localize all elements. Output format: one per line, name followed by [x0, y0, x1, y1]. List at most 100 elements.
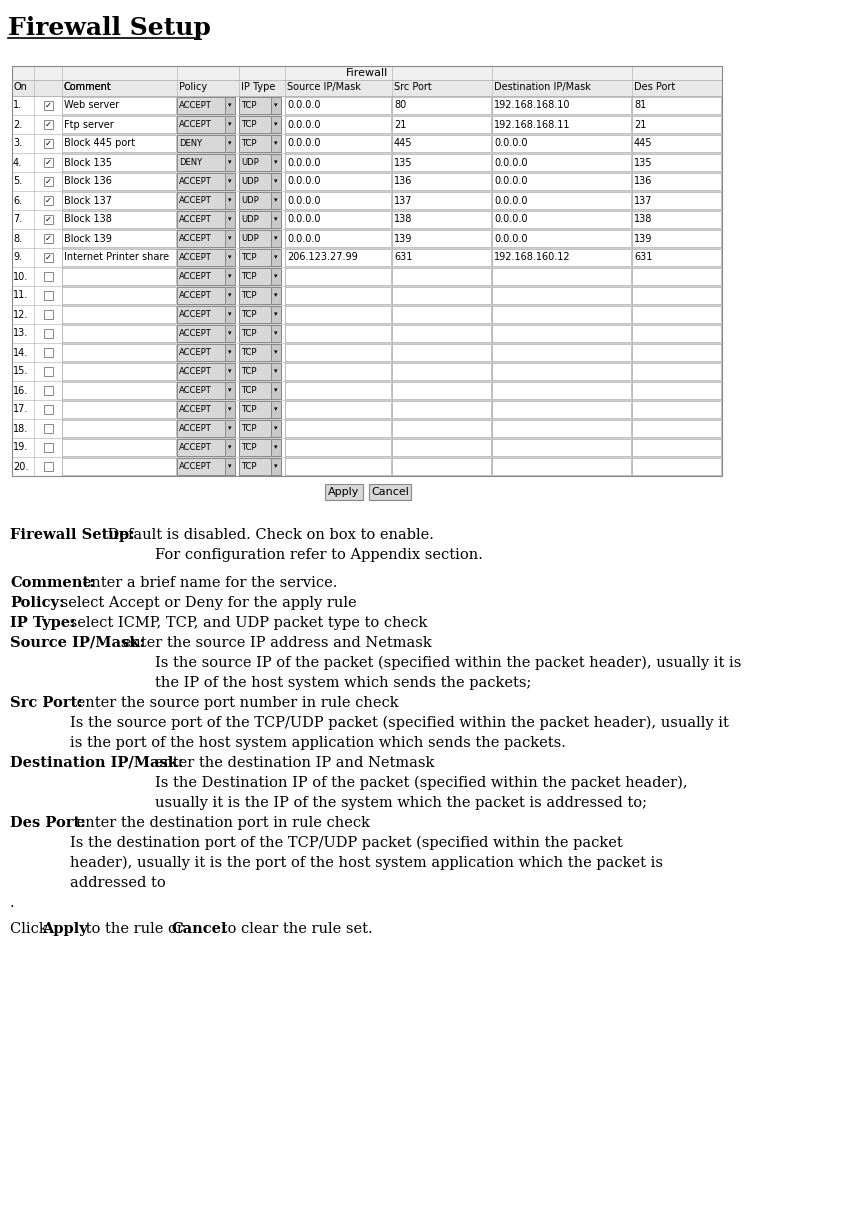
Bar — [177, 306, 235, 324]
Bar — [271, 154, 281, 171]
Bar — [44, 462, 53, 471]
Text: to clear the rule set.: to clear the rule set. — [217, 922, 373, 937]
Bar — [177, 173, 235, 190]
Text: Destination IP/Mask:: Destination IP/Mask: — [10, 756, 183, 770]
Bar — [492, 173, 631, 190]
Bar — [62, 420, 176, 437]
Text: ▾: ▾ — [275, 407, 278, 413]
Text: ✓: ✓ — [45, 158, 52, 167]
Text: TCP: TCP — [241, 348, 257, 357]
Text: ✓: ✓ — [45, 139, 52, 148]
Bar — [285, 325, 391, 342]
Bar — [392, 440, 491, 455]
Bar — [392, 249, 491, 266]
Text: 138: 138 — [394, 215, 412, 225]
Bar — [12, 419, 722, 438]
Text: ▾: ▾ — [228, 160, 232, 166]
Bar — [62, 267, 176, 284]
Bar — [177, 458, 235, 475]
Text: 15.: 15. — [13, 366, 28, 376]
Bar — [225, 230, 235, 247]
Bar — [492, 211, 631, 228]
Bar — [44, 443, 53, 452]
Bar — [369, 484, 411, 501]
Bar — [12, 153, 722, 172]
Text: 13.: 13. — [13, 328, 28, 338]
Text: ACCEPT: ACCEPT — [179, 177, 212, 186]
Text: ACCEPT: ACCEPT — [179, 310, 212, 319]
Bar — [12, 134, 722, 153]
Text: Is the source port of the TCP/UDP packet (specified within the packet header), u: Is the source port of the TCP/UDP packet… — [70, 716, 729, 730]
Text: Is the Destination IP of the packet (specified within the packet header),: Is the Destination IP of the packet (spe… — [155, 777, 688, 790]
Text: ▾: ▾ — [228, 198, 232, 204]
Text: ▾: ▾ — [228, 311, 232, 317]
Bar — [285, 400, 391, 418]
Bar — [239, 306, 281, 324]
Text: ▾: ▾ — [275, 103, 278, 109]
Text: TCP: TCP — [241, 139, 257, 148]
Bar — [44, 386, 53, 396]
Bar — [239, 173, 281, 190]
Text: Source IP/Mask: Source IP/Mask — [287, 82, 361, 92]
Bar — [62, 192, 176, 209]
Text: Apply: Apply — [42, 922, 88, 937]
Bar — [492, 344, 631, 361]
Text: ▾: ▾ — [275, 140, 278, 147]
Text: TCP: TCP — [241, 405, 257, 414]
Text: ▾: ▾ — [228, 387, 232, 393]
Text: ▾: ▾ — [275, 425, 278, 431]
Bar — [285, 249, 391, 266]
Bar — [177, 400, 235, 418]
Bar — [62, 382, 176, 399]
Bar — [271, 325, 281, 342]
Bar — [239, 287, 281, 304]
Bar — [62, 249, 176, 266]
Bar — [632, 440, 721, 455]
Bar — [44, 291, 53, 300]
Bar — [177, 211, 235, 228]
Bar — [285, 458, 391, 475]
Text: TCP: TCP — [241, 253, 257, 263]
Text: Default is disabled. Check on box to enable.: Default is disabled. Check on box to ena… — [103, 527, 434, 542]
Bar — [392, 420, 491, 437]
Text: Comment:: Comment: — [10, 576, 95, 590]
Text: enter the destination port in rule check: enter the destination port in rule check — [72, 816, 370, 830]
Bar — [492, 458, 631, 475]
Bar — [44, 368, 53, 376]
Bar — [392, 192, 491, 209]
Text: IP Type:: IP Type: — [10, 617, 76, 630]
Text: ▾: ▾ — [228, 425, 232, 431]
Bar — [271, 230, 281, 247]
Text: UDP: UDP — [241, 177, 259, 186]
Text: TCP: TCP — [241, 310, 257, 319]
Text: header), usually it is the port of the host system application which the packet : header), usually it is the port of the h… — [70, 856, 663, 871]
Text: ▾: ▾ — [228, 444, 232, 451]
Text: Comment: Comment — [64, 82, 112, 92]
Bar — [12, 172, 722, 190]
Text: On: On — [14, 82, 28, 92]
Text: ✓: ✓ — [45, 253, 52, 263]
Bar — [239, 363, 281, 380]
Bar — [285, 440, 391, 455]
Text: select Accept or Deny for the apply rule: select Accept or Deny for the apply rule — [56, 596, 356, 610]
Bar — [12, 324, 722, 343]
Text: 6.: 6. — [13, 195, 22, 205]
Bar — [239, 382, 281, 399]
Bar — [285, 344, 391, 361]
Text: 21: 21 — [394, 120, 406, 129]
Text: ACCEPT: ACCEPT — [179, 368, 212, 376]
Text: enter a brief name for the service.: enter a brief name for the service. — [78, 576, 338, 590]
Text: 192.168.168.11: 192.168.168.11 — [494, 120, 571, 129]
Bar — [239, 249, 281, 266]
Text: 631: 631 — [634, 253, 653, 263]
Text: ACCEPT: ACCEPT — [179, 405, 212, 414]
Bar — [632, 344, 721, 361]
Text: ACCEPT: ACCEPT — [179, 328, 212, 338]
Bar — [271, 96, 281, 114]
Bar — [62, 173, 176, 190]
Bar — [12, 96, 722, 115]
Text: ▾: ▾ — [275, 293, 278, 298]
Bar — [271, 420, 281, 437]
Bar — [492, 287, 631, 304]
Text: ACCEPT: ACCEPT — [179, 234, 212, 243]
